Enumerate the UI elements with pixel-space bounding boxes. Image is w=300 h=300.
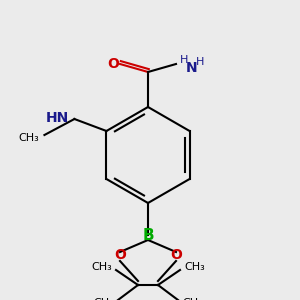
Text: CH₃: CH₃ bbox=[182, 298, 203, 300]
Text: CH₃: CH₃ bbox=[93, 298, 114, 300]
Text: H: H bbox=[180, 55, 188, 65]
Text: B: B bbox=[142, 227, 154, 242]
Text: N: N bbox=[186, 61, 198, 75]
Text: CH₃: CH₃ bbox=[91, 262, 112, 272]
Text: O: O bbox=[170, 248, 182, 262]
Text: H: H bbox=[196, 57, 204, 67]
Text: O: O bbox=[107, 57, 119, 71]
Text: O: O bbox=[114, 248, 126, 262]
Text: CH₃: CH₃ bbox=[19, 133, 39, 143]
Text: HN: HN bbox=[46, 111, 69, 125]
Text: CH₃: CH₃ bbox=[184, 262, 205, 272]
